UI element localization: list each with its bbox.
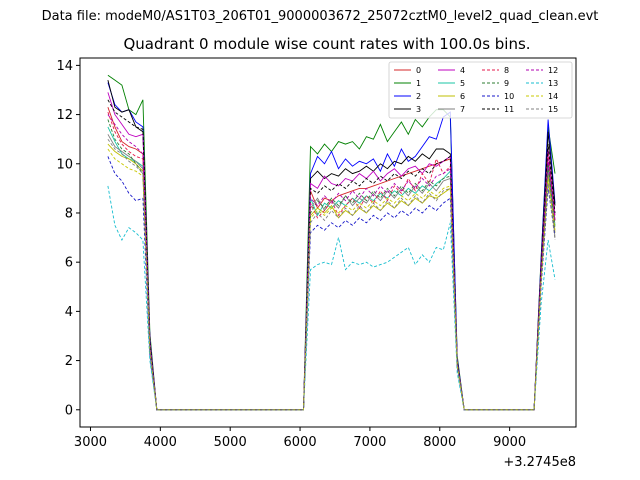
legend-label-4: 4	[460, 66, 465, 75]
x-axis: 3000 4000 5000 6000 7000 8000 9000	[74, 427, 526, 450]
x-tick-label: 4000	[144, 435, 177, 450]
series-line-5	[107, 126, 556, 411]
legend-label-2: 2	[416, 92, 421, 101]
x-tick-label: 3000	[74, 435, 107, 450]
legend-label-15: 15	[548, 105, 558, 114]
y-tick-label: 10	[56, 157, 73, 172]
series-line-15	[107, 138, 556, 411]
legend-label-3: 3	[416, 105, 421, 114]
series-line-3	[107, 79, 556, 411]
legend-label-12: 12	[548, 66, 558, 75]
legend-label-10: 10	[504, 92, 514, 101]
y-tick-label: 2	[65, 354, 73, 369]
series-line-2	[107, 82, 556, 411]
y-tick-label: 8	[65, 206, 73, 221]
legend-label-0: 0	[416, 66, 421, 75]
legend-label-8: 8	[504, 66, 509, 75]
series-line-4	[107, 92, 556, 411]
y-tick-label: 12	[56, 108, 73, 123]
legend-label-6: 6	[460, 92, 465, 101]
x-axis-offset-label: +3.2745e8	[503, 455, 576, 470]
y-tick-label: 14	[56, 59, 73, 74]
legend-label-1: 1	[416, 79, 421, 88]
legend-label-7: 7	[460, 105, 465, 114]
series-line-13	[107, 185, 556, 411]
series-line-14	[107, 148, 556, 411]
y-tick-label: 6	[65, 256, 73, 271]
series-line-8	[107, 111, 556, 411]
legend-box	[388, 61, 573, 119]
series-line-1	[107, 74, 556, 411]
legend-label-14: 14	[548, 92, 558, 101]
series-line-9	[107, 119, 556, 411]
y-tick-label: 4	[65, 305, 73, 320]
x-tick-label: 5000	[214, 435, 247, 450]
legend-label-5: 5	[460, 79, 465, 88]
x-tick-label: 9000	[493, 435, 526, 450]
x-tick-label: 6000	[284, 435, 317, 450]
series-line-10	[107, 156, 556, 411]
chart-suptitle: Data file: modeM0/AS1T03_206T01_90000036…	[42, 9, 599, 24]
x-tick-label: 7000	[353, 435, 386, 450]
axes-frame	[79, 57, 577, 428]
series-line-0	[107, 107, 556, 411]
legend-label-13: 13	[548, 79, 558, 88]
plot-lines	[107, 74, 556, 411]
series-line-7	[107, 134, 556, 411]
y-axis: 0 2 4 6 8 10 12 14	[56, 59, 80, 418]
legend-label-9: 9	[504, 79, 509, 88]
series-line-11	[107, 99, 556, 411]
y-tick-label: 0	[65, 403, 73, 418]
x-tick-label: 8000	[423, 435, 456, 450]
legend-label-11: 11	[504, 105, 514, 114]
series-line-12	[107, 114, 556, 411]
chart-title: Quadrant 0 module wise count rates with …	[123, 35, 530, 53]
